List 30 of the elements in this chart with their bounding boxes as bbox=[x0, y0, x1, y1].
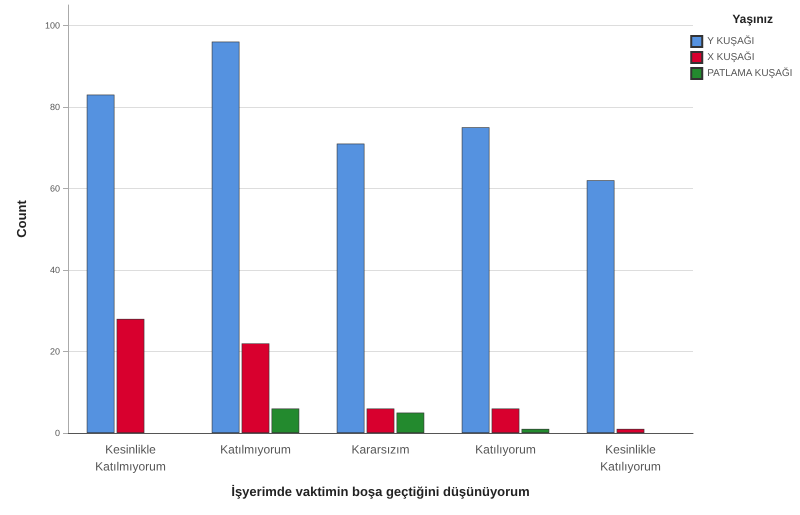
bar bbox=[116, 318, 144, 433]
x-tick-label: Katılıyorum bbox=[475, 442, 536, 456]
bar bbox=[616, 428, 644, 433]
bar bbox=[242, 343, 270, 433]
bar bbox=[336, 144, 364, 433]
y-axis-title: Count bbox=[14, 200, 29, 238]
bar bbox=[462, 127, 490, 433]
bar bbox=[272, 408, 300, 433]
legend-label: X KUŞAĞI bbox=[707, 51, 754, 63]
bar bbox=[492, 408, 520, 433]
legend-title: Yaşınız bbox=[732, 12, 773, 26]
y-tick-label: 80 bbox=[50, 102, 60, 112]
y-tick-label: 60 bbox=[50, 183, 60, 194]
x-axis-title: İşyerimde vaktimin boşa geçtiğini düşünüyorum bbox=[231, 484, 530, 499]
legend-label: Y KUŞAĞI bbox=[707, 35, 754, 47]
y-tick-label: 40 bbox=[50, 264, 60, 275]
bar bbox=[522, 428, 550, 433]
bar bbox=[586, 180, 614, 433]
y-tick-label: 100 bbox=[44, 20, 60, 30]
bar bbox=[396, 412, 424, 433]
y-tick-label: 0 bbox=[54, 428, 60, 438]
bar bbox=[212, 42, 240, 433]
bar bbox=[86, 94, 114, 433]
y-tick-label: 20 bbox=[50, 346, 60, 356]
x-tick-label: Katılmıyorum bbox=[220, 442, 291, 456]
x-tick-label: Kararsızım bbox=[351, 442, 410, 456]
legend-label: PATLAMA KUŞAĞI bbox=[707, 67, 792, 79]
bar bbox=[366, 408, 394, 433]
x-tick-label: Kesinlikle Katılmıyorum bbox=[95, 442, 166, 474]
x-tick-label: Kesinlikle Katılıyorum bbox=[600, 442, 661, 474]
